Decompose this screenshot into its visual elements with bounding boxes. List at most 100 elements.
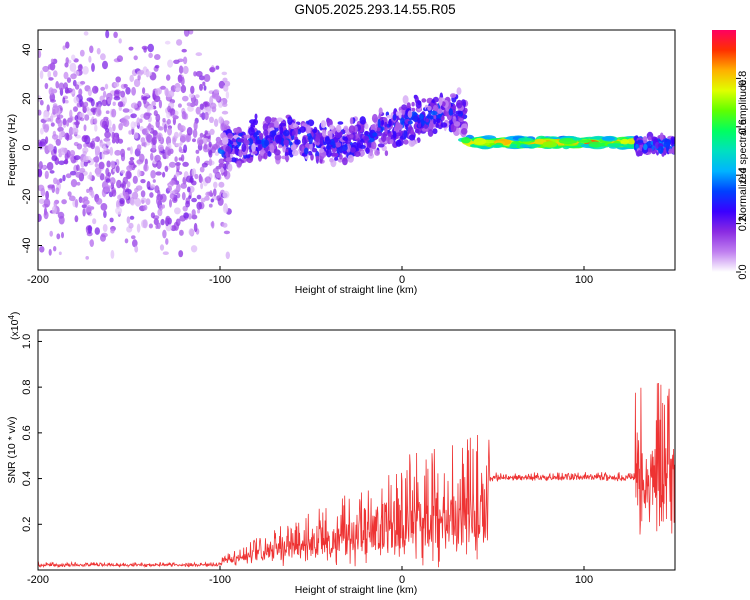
spectrogram-cell <box>225 151 229 158</box>
spectrogram-cell <box>90 118 94 125</box>
spectrogram-cell <box>198 175 204 183</box>
spectrogram-cell <box>326 148 332 158</box>
spectrogram-cell <box>154 185 160 194</box>
spectrogram-cell <box>273 149 281 156</box>
spectrogram-cell <box>105 178 111 183</box>
spectrogram-cell <box>209 190 213 197</box>
spectrogram-cell <box>71 54 76 61</box>
spectrogram-cell <box>199 113 203 118</box>
spectrogram-cell <box>292 123 299 128</box>
spectrogram-cell <box>350 147 356 153</box>
spectrogram-cell <box>167 105 172 113</box>
spectrogram-cell <box>381 134 387 143</box>
spectrogram-cell <box>51 134 59 140</box>
spectrogram-cell <box>82 208 86 217</box>
spectrogram-cell <box>143 163 149 172</box>
spectrogram-cell <box>182 95 189 102</box>
spectrogram-cell <box>329 157 334 163</box>
spectrogram-cell <box>173 174 177 183</box>
spectrogram-cell <box>267 150 272 157</box>
spectrogram-cell <box>58 160 65 166</box>
spectrogram-cell <box>148 52 153 59</box>
y-tick-label: 0.6 <box>21 425 33 440</box>
spectrogram-cell <box>123 83 128 88</box>
spectrogram-cell <box>243 134 251 139</box>
spectrogram-cell <box>94 145 101 152</box>
spectrogram-cell <box>320 120 326 129</box>
spectrogram-cell <box>263 152 268 160</box>
spectrogram-cell <box>227 163 233 172</box>
spectrogram-cell <box>181 48 187 53</box>
spectrogram-cell <box>70 73 77 80</box>
spectrogram-cell <box>116 55 123 62</box>
spectrogram-cell <box>51 155 58 162</box>
spectrogram-cell <box>100 203 108 211</box>
spectrogram-cell <box>222 222 228 228</box>
spectrogram-cell <box>61 231 64 239</box>
spectrogram-cell <box>311 148 318 153</box>
spectrogram-cell <box>112 101 116 107</box>
snr-y-axis: 0.2 0.4 0.6 0.8 1.0 <box>21 334 42 532</box>
spectrogram-cell <box>102 224 108 232</box>
spectrogram-cell <box>124 238 129 244</box>
spectrogram-cell <box>85 205 93 213</box>
spectrogram-cell <box>74 115 79 121</box>
spectrogram-cell <box>47 143 53 152</box>
spectrogram-cell <box>275 134 282 144</box>
spectrogram-cell <box>106 140 111 146</box>
spectrogram-cell <box>637 139 644 144</box>
spectrogram-cell <box>368 147 374 157</box>
spectrogram-cell <box>80 160 85 168</box>
spectrogram-cell <box>166 74 171 81</box>
spectrogram-cell <box>407 110 413 118</box>
spectrogram-cell <box>50 99 56 103</box>
spectrogram-cell <box>111 108 117 118</box>
spectrogram-cell <box>269 144 275 153</box>
spectrogram-cell <box>89 171 93 181</box>
spectrogram-cell <box>134 197 142 207</box>
spectrogram-cell <box>167 127 172 136</box>
spectrogram-cell <box>69 170 77 176</box>
spectrogram-cell <box>359 144 366 149</box>
spectrogram-cell <box>132 191 139 200</box>
spectrogram-cell <box>114 149 122 156</box>
spectrogram-cell <box>197 208 201 214</box>
spectrogram-cell <box>94 124 98 132</box>
spectrogram-cell <box>129 74 134 83</box>
spectrogram-cell <box>162 171 166 178</box>
spectrogram-cell <box>105 30 110 39</box>
snr-x-axis: -200 -100 0 100 <box>27 566 593 586</box>
colorbar-tick-label: 0.0 <box>737 264 749 279</box>
spectrogram-cell <box>429 102 435 107</box>
spectrogram-cell <box>246 154 251 159</box>
spectrogram-cell <box>158 126 164 131</box>
spectrogram-cell <box>43 111 49 121</box>
spectrogram-cell <box>43 198 51 208</box>
spectrogram-cell <box>359 150 365 157</box>
colorbar <box>712 30 736 272</box>
spectrogram-cell <box>88 55 92 63</box>
spectrogram-cell <box>376 131 383 137</box>
spectrogram-cell <box>237 138 245 143</box>
spectrogram-cell <box>349 134 354 139</box>
snr-y-axis-label: SNR (10 * v/v) <box>6 416 18 483</box>
spectrogram-cell <box>62 45 66 51</box>
spectrogram-cell <box>460 127 468 135</box>
spectrogram-x-axis-label: Height of straight line (km) <box>295 284 418 296</box>
spectrogram-cell <box>123 191 129 200</box>
spectrogram-cell <box>253 118 258 126</box>
spectrogram-cell <box>65 89 71 94</box>
spectrogram-cell <box>133 78 141 88</box>
spectrogram-cell <box>62 118 67 126</box>
spectrogram-cell <box>94 227 101 235</box>
spectrogram-cell <box>110 249 115 259</box>
spectrogram-cell <box>395 111 400 116</box>
spectrogram-cell <box>491 144 503 148</box>
spectrogram-cell <box>113 31 118 38</box>
spectrogram-cell <box>83 101 89 108</box>
spectrogram-cell <box>371 141 377 150</box>
y-tick-label: 40 <box>21 43 33 55</box>
spectrogram-cell <box>215 172 222 178</box>
spectrogram-cell <box>315 155 319 160</box>
snr-series-line <box>38 382 675 569</box>
